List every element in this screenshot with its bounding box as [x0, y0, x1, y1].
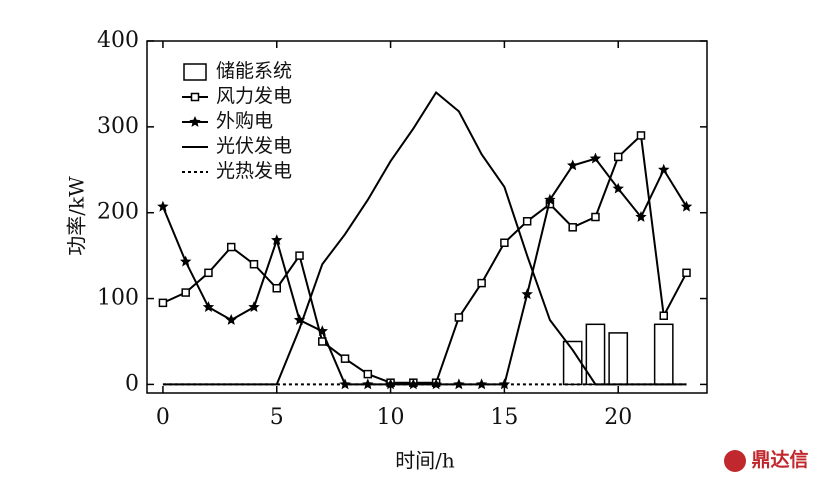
marker [202, 301, 215, 312]
marker [454, 313, 464, 322]
x-tick-label: 20 [604, 405, 632, 430]
bar [608, 332, 629, 386]
marker [271, 234, 283, 245]
legend-swatch [183, 63, 207, 81]
marker [680, 200, 693, 212]
legend-label: 风力发电 [216, 85, 292, 107]
marker [658, 163, 670, 175]
marker [659, 311, 668, 320]
marker [272, 284, 282, 293]
marker [612, 182, 624, 194]
marker [567, 159, 579, 171]
marker [500, 238, 509, 248]
marker [226, 242, 236, 252]
marker [498, 378, 511, 390]
marker [384, 378, 397, 390]
legend-marker [189, 116, 201, 127]
x-axis-label: 时间/h [395, 449, 455, 473]
marker [682, 268, 691, 278]
marker [249, 259, 259, 269]
marker [522, 217, 532, 226]
bar [562, 340, 583, 386]
y-tick-label: 100 [97, 286, 139, 311]
legend-label: 外购电 [216, 110, 273, 132]
y-axis-label: 功率/kW [65, 176, 89, 256]
watermark-logo [724, 450, 746, 472]
marker [181, 288, 190, 297]
y-tick-label: 0 [125, 371, 139, 396]
line [162, 91, 687, 386]
marker [295, 251, 304, 260]
legend-label: 储能系统 [216, 60, 292, 82]
legend-label: 光伏发电 [216, 135, 292, 157]
marker [613, 152, 623, 162]
x-tick-label: 0 [156, 405, 170, 430]
legend-marker [190, 92, 200, 102]
marker [340, 354, 350, 363]
watermark: 鼎达信 [751, 448, 808, 471]
y-tick-label: 300 [97, 114, 139, 139]
marker [568, 223, 577, 232]
marker [180, 255, 192, 267]
legend-label: 光热发电 [216, 160, 292, 182]
marker [430, 378, 442, 390]
marker [407, 378, 419, 390]
x-tick-label: 15 [490, 405, 518, 430]
marker [477, 278, 486, 288]
marker [316, 325, 328, 336]
x-tick-label: 10 [377, 405, 405, 430]
plot-frame [146, 40, 708, 394]
marker [204, 268, 213, 278]
marker [636, 131, 646, 140]
line [162, 157, 688, 386]
marker [157, 200, 169, 212]
marker [521, 288, 533, 300]
marker [544, 193, 556, 205]
marker [158, 298, 168, 308]
marker [225, 314, 237, 325]
y-tick-label: 400 [97, 28, 139, 53]
x-tick-label: 5 [270, 405, 284, 430]
marker [589, 152, 602, 164]
marker [635, 211, 647, 222]
marker [248, 301, 260, 312]
marker [591, 212, 600, 222]
y-tick-label: 200 [97, 200, 139, 225]
bar [653, 323, 674, 386]
marker [363, 369, 373, 379]
